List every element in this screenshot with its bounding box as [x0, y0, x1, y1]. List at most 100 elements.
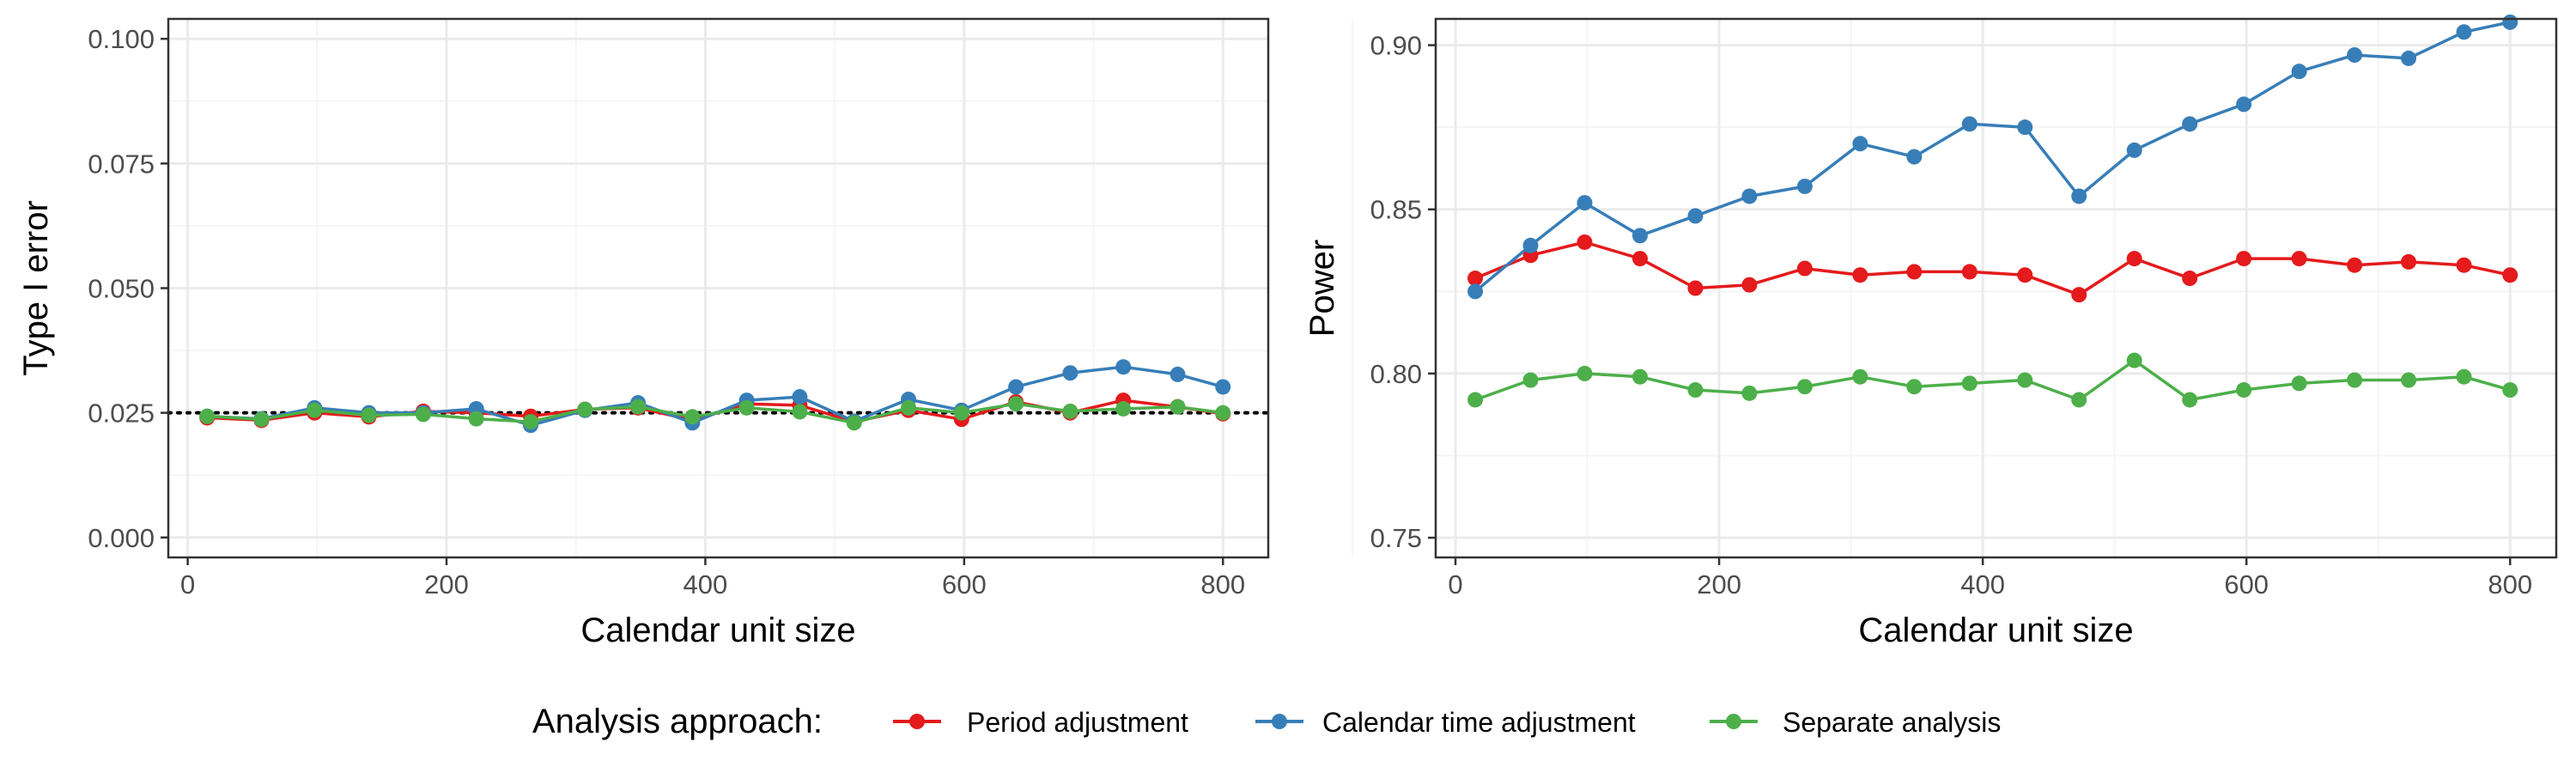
- data-point: [1687, 208, 1704, 224]
- type-one-error-panel: 0 200 400 600 800 0.000 0.025 0.050 0.075 0.100 Ca…: [17, 17, 1353, 649]
- data-point: [1467, 392, 1484, 408]
- data-point: [2071, 188, 2087, 204]
- data-point: [2456, 24, 2472, 40]
- data-point: [2347, 47, 2363, 64]
- data-point: [1215, 379, 1231, 395]
- data-point: [2502, 382, 2518, 399]
- x-tick-label: 400: [683, 569, 728, 600]
- legend-item-period-adjustment: Period adjustment: [893, 707, 1188, 738]
- x-axis-title: Calendar unit size: [1858, 612, 2133, 649]
- data-point: [2182, 116, 2198, 132]
- data-point: [1741, 277, 1758, 293]
- data-point: [1906, 149, 1923, 165]
- y-tick-label: 0.90: [1370, 31, 1422, 61]
- data-point: [1577, 234, 1593, 250]
- panel-border: [1434, 17, 2558, 559]
- data-point: [2071, 287, 2087, 303]
- data-point: [1796, 178, 1813, 194]
- data-point: [1170, 366, 1186, 382]
- data-point: [1906, 379, 1923, 395]
- legend-label: Calendar time adjustment: [1322, 707, 1636, 738]
- y-tick-label: 0.75: [1370, 523, 1422, 553]
- data-point: [1115, 359, 1132, 375]
- x-axis-title: Calendar unit size: [580, 612, 855, 649]
- data-point: [2236, 382, 2252, 399]
- legend: Analysis approach: Period adjustment Cal…: [532, 703, 2001, 740]
- data-point: [1008, 379, 1024, 395]
- data-point: [2182, 392, 2198, 408]
- legend-key-point: [1726, 714, 1741, 729]
- x-tick-label: 200: [1697, 569, 1741, 600]
- data-point: [630, 399, 647, 415]
- data-point: [2182, 271, 2198, 287]
- data-point: [1008, 396, 1024, 412]
- y-tick-label: 0.000: [88, 523, 155, 553]
- data-point: [199, 408, 216, 424]
- data-point: [2401, 253, 2417, 270]
- data-point: [901, 399, 917, 416]
- x-tick-label: 400: [1960, 569, 2005, 600]
- x-tick-label: 600: [942, 569, 987, 600]
- data-point: [2017, 267, 2033, 283]
- series-line: [1474, 358, 2511, 402]
- data-point: [1062, 365, 1078, 381]
- data-point: [1687, 280, 1704, 296]
- x-tick-label: 600: [2224, 569, 2269, 600]
- data-point: [1522, 237, 1539, 253]
- y-axis-title: Type I error: [17, 200, 55, 376]
- y-tick-label: 0.85: [1370, 195, 1422, 225]
- data-point: [2456, 257, 2472, 273]
- data-point: [1741, 188, 1758, 204]
- series-line: [1474, 240, 2511, 296]
- y-tick-label: 0.075: [88, 149, 155, 179]
- data-point: [415, 406, 431, 423]
- legend-key-point: [1272, 714, 1287, 729]
- data-point: [1577, 195, 1593, 211]
- data-point: [522, 414, 538, 430]
- legend-key-point: [909, 714, 925, 729]
- data-point: [1631, 228, 1648, 244]
- y-tick-label: 0.100: [88, 24, 155, 54]
- data-point: [2126, 352, 2142, 368]
- data-point: [2347, 372, 2363, 388]
- data-point: [1852, 267, 1868, 283]
- data-point: [577, 401, 593, 417]
- data-point: [1852, 368, 1868, 385]
- data-point: [1170, 399, 1186, 415]
- data-point: [738, 399, 755, 416]
- data-point: [2291, 375, 2307, 392]
- data-point: [1631, 368, 1648, 385]
- data-point: [2502, 14, 2518, 30]
- data-point: [253, 411, 270, 428]
- data-point: [1852, 136, 1868, 152]
- series-line: [207, 402, 1224, 425]
- data-point: [1906, 264, 1923, 280]
- data-point: [1467, 283, 1484, 300]
- data-point: [2401, 50, 2417, 66]
- data-point: [1522, 372, 1539, 388]
- data-point: [1062, 403, 1078, 419]
- data-point: [1961, 264, 1978, 280]
- data-point: [1961, 375, 1978, 392]
- data-point: [2291, 64, 2307, 80]
- x-tick-label: 200: [424, 569, 469, 600]
- data-point: [1796, 379, 1813, 395]
- x-tick-label: 0: [180, 569, 195, 600]
- data-point: [2017, 372, 2033, 388]
- data-point: [846, 415, 862, 431]
- data-point: [1215, 405, 1231, 421]
- data-point: [1741, 385, 1758, 401]
- data-point: [1577, 365, 1593, 381]
- legend-label: Period adjustment: [967, 707, 1188, 738]
- legend-title: Analysis approach:: [532, 703, 823, 740]
- data-point: [792, 389, 808, 405]
- data-point: [361, 407, 377, 423]
- data-point: [1961, 116, 1978, 132]
- data-point: [1115, 400, 1132, 417]
- data-point: [2017, 119, 2033, 136]
- data-point: [2236, 251, 2252, 267]
- y-tick-label: 0.025: [88, 399, 155, 429]
- x-tick-label: 800: [2488, 569, 2532, 600]
- data-point: [2291, 251, 2307, 267]
